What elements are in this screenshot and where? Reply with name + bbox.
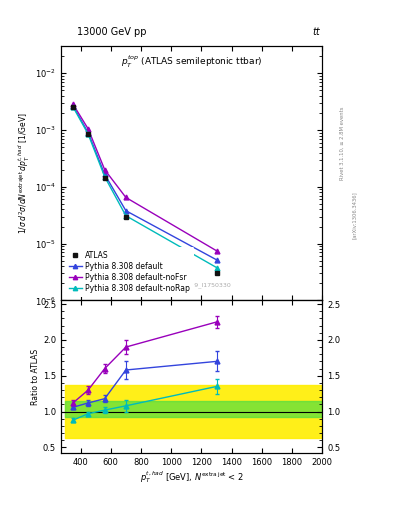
Pythia 8.308 default-noRap [71, 104, 75, 110]
Pythia 8.308 default-noRap [102, 174, 107, 180]
Line: Pythia 8.308 default-noFsr: Pythia 8.308 default-noFsr [71, 102, 219, 253]
ATLAS [123, 214, 128, 220]
Text: 13000 GeV pp: 13000 GeV pp [77, 27, 146, 37]
Pythia 8.308 default [214, 257, 219, 263]
Pythia 8.308 default-noFsr [102, 167, 107, 173]
Pythia 8.308 default-noFsr [123, 195, 128, 201]
Line: Pythia 8.308 default: Pythia 8.308 default [71, 103, 219, 262]
Pythia 8.308 default [102, 172, 107, 178]
ATLAS [102, 175, 107, 181]
Y-axis label: Ratio to ATLAS: Ratio to ATLAS [31, 349, 40, 405]
Pythia 8.308 default-noFsr [71, 101, 75, 107]
X-axis label: $p_T^{t,had}$ [GeV], $N^{\rm extra\,jet}$ < 2: $p_T^{t,had}$ [GeV], $N^{\rm extra\,jet}… [140, 470, 244, 485]
Line: ATLAS: ATLAS [71, 105, 219, 276]
Pythia 8.308 default-noFsr [214, 248, 219, 254]
Pythia 8.308 default-noRap [86, 131, 90, 137]
Pythia 8.308 default-noRap [214, 265, 219, 271]
Text: tt: tt [312, 27, 320, 37]
Line: Pythia 8.308 default-noRap: Pythia 8.308 default-noRap [71, 104, 219, 270]
ATLAS [214, 270, 219, 276]
Text: [arXiv:1306.3436]: [arXiv:1306.3436] [352, 191, 357, 239]
Legend: ATLAS, Pythia 8.308 default, Pythia 8.308 default-noFsr, Pythia 8.308 default-no: ATLAS, Pythia 8.308 default, Pythia 8.30… [65, 247, 194, 296]
Pythia 8.308 default [86, 130, 90, 136]
ATLAS [71, 104, 75, 111]
Pythia 8.308 default [123, 208, 128, 214]
Pythia 8.308 default-noRap [123, 212, 128, 219]
Y-axis label: $1/\sigma\, d^2\sigma / dN^{\rm extrajet}\, dp_T^{t,had}$ [1/GeV]: $1/\sigma\, d^2\sigma / dN^{\rm extrajet… [17, 112, 32, 234]
Pythia 8.308 default-noFsr [86, 126, 90, 132]
Pythia 8.308 default [71, 103, 75, 109]
ATLAS [86, 131, 90, 137]
Text: Rivet 3.1.10, ≥ 2.8M events: Rivet 3.1.10, ≥ 2.8M events [340, 106, 345, 180]
Text: $p_T^{top}$ (ATLAS semileptonic ttbar): $p_T^{top}$ (ATLAS semileptonic ttbar) [121, 54, 263, 70]
Text: ATLAS_2019_I1750330: ATLAS_2019_I1750330 [162, 282, 232, 288]
